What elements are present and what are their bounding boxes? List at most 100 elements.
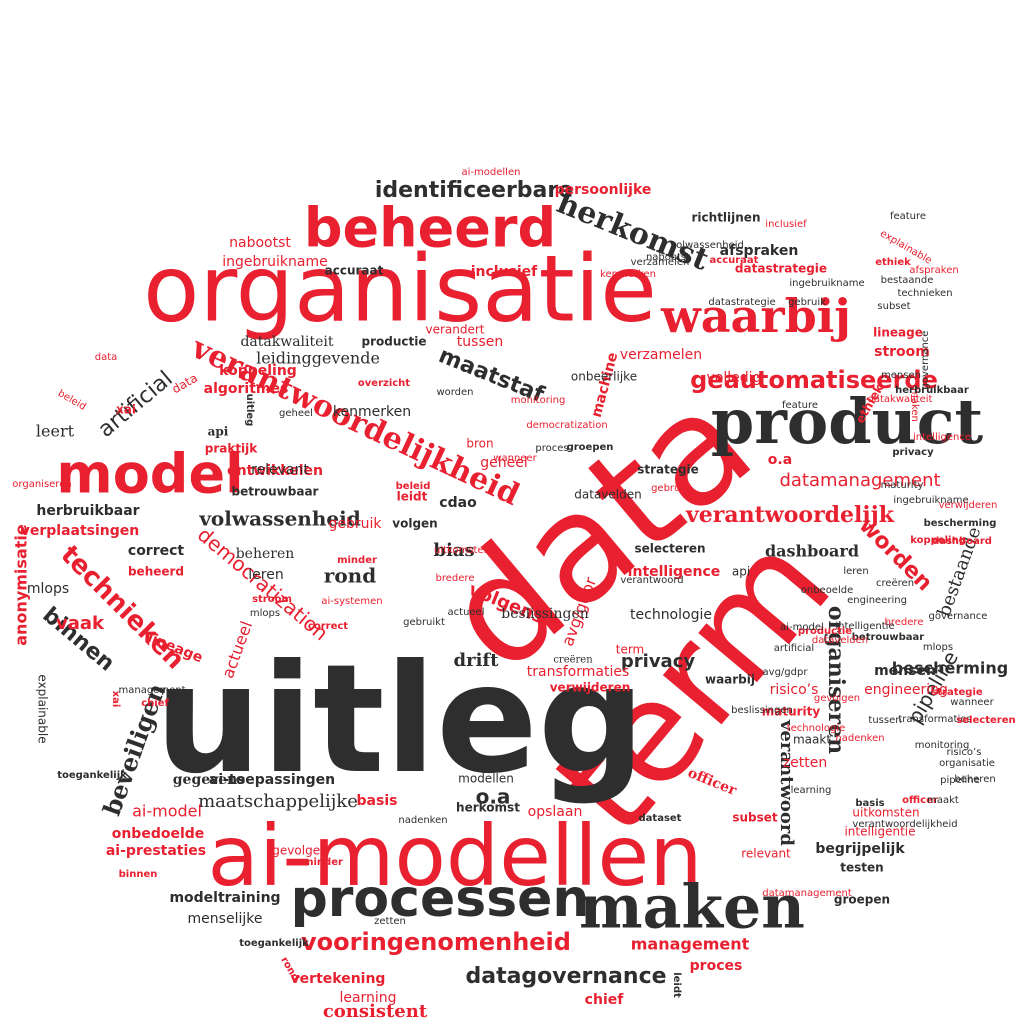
word-verantwoord: verantwoord xyxy=(620,575,683,586)
word-binnen: binnen xyxy=(119,869,158,880)
word-praktijk: praktijk xyxy=(205,442,259,456)
word-maturity: maturity xyxy=(881,480,924,491)
word-maturity: maturity xyxy=(762,705,821,719)
word-datagovernance: datagovernance xyxy=(465,964,666,989)
word-gebruikt: gebruikt xyxy=(403,617,445,628)
word-datavelden: datavelden xyxy=(812,635,868,646)
word-o-a: o.a xyxy=(476,785,511,809)
word-selecteren: selecteren xyxy=(956,715,1015,726)
word-begrijpelijk: begrijpelijk xyxy=(815,841,905,857)
word-cre-ren: creëren xyxy=(876,578,914,589)
word-mlops: mlops xyxy=(27,581,69,597)
word-nadenken: nadenken xyxy=(398,815,447,826)
word-gevolgen: gevolgen xyxy=(272,844,327,858)
word-model: model xyxy=(56,443,243,506)
word-data: data xyxy=(170,371,200,397)
word-stroom: stroom xyxy=(252,594,292,605)
word-rond: rond xyxy=(278,955,301,983)
word-beleid: beleid xyxy=(396,481,431,492)
word-dataset: dataset xyxy=(639,813,682,824)
word-management: management xyxy=(119,685,186,696)
word-accuraat: accuraat xyxy=(325,264,384,278)
word-worden: worden xyxy=(436,387,473,398)
word-democratization: democratization xyxy=(526,420,607,431)
word-relevant: relevant xyxy=(251,462,309,478)
word-productie: productie xyxy=(362,335,427,349)
word-pipeline: pipeline xyxy=(940,775,980,786)
word-dashboard: dashboard xyxy=(932,536,992,547)
word-ai-modellen: ai-modellen xyxy=(208,807,703,905)
word-vooringenomenheid: vooringenomenheid xyxy=(301,928,571,956)
word-datamanagement: datamanagement xyxy=(762,888,852,899)
word-api: api xyxy=(732,565,750,579)
word-ingebruikname: ingebruikname xyxy=(222,254,327,270)
word-datakwaliteit: datakwaliteit xyxy=(868,394,933,405)
word-beslissingen: beslissingen xyxy=(501,606,589,622)
word-o-a: o.a xyxy=(768,452,792,468)
word-mensen: mensen xyxy=(874,663,936,679)
word-lineage: lineage xyxy=(873,326,923,340)
word-risico-s: risico’s xyxy=(947,747,982,758)
word-learning: learning xyxy=(339,990,396,1006)
word-leidinggevende: leidinggevende xyxy=(256,349,380,368)
word-actueel: actueel xyxy=(448,607,485,618)
word-basis: basis xyxy=(357,793,398,809)
word-beheerd: beheerd xyxy=(304,197,556,260)
word-proces: proces xyxy=(690,958,743,974)
word-verzamelen: verzamelen xyxy=(620,347,702,363)
word-vaak: vaak xyxy=(56,613,105,634)
word-ai-toepassingen: ai-toepassingen xyxy=(209,772,335,788)
word-afspraken: afspraken xyxy=(720,243,799,259)
word-nadenken: nadenken xyxy=(835,733,884,744)
word-officer: officer xyxy=(902,795,938,806)
word-richtlijnen: richtlijnen xyxy=(692,211,761,225)
word-koppeling: koppeling xyxy=(910,535,965,546)
word-beslissingen: beslissingen xyxy=(731,705,793,716)
word-volledig: volledig xyxy=(707,370,762,386)
word-geautomatiseerde: geautomatiseerde xyxy=(690,366,938,394)
word-herbruikbaar: herbruikbaar xyxy=(895,385,969,396)
word-wanneer: wanneer xyxy=(493,453,537,464)
word-consistent: consistent xyxy=(323,1001,428,1022)
word-inclusief: inclusief xyxy=(471,264,538,280)
word-inclusief: inclusief xyxy=(765,219,807,230)
word-datastrategie: datastrategie xyxy=(708,297,775,308)
word-uitleg: uitleg xyxy=(155,633,645,807)
word-overzicht: overzicht xyxy=(358,378,410,389)
word-groepen: groepen xyxy=(567,442,614,453)
word-herkomst: herkomst xyxy=(456,801,520,815)
word-identificeerbare: identificeerbare xyxy=(375,178,573,203)
word-gebruik: gebruik xyxy=(651,483,689,494)
word-beheerd: beheerd xyxy=(128,565,184,579)
word-zetten: zetten xyxy=(374,916,406,927)
word-waarbij: waarbij xyxy=(660,289,851,343)
word-ai-systemen: ai-systemen xyxy=(321,596,382,607)
word-minder: minder xyxy=(303,857,343,868)
word-term: term xyxy=(616,643,645,657)
word-ethiek: ethiek xyxy=(875,257,911,268)
word-leren: leren xyxy=(843,566,868,577)
word-nabootst: nabootst xyxy=(229,235,291,251)
word-learning: learning xyxy=(791,785,832,796)
word-intelligentie: intelligentie xyxy=(835,621,894,632)
word-vertekening: vertekening xyxy=(291,971,386,987)
word-chief: chief xyxy=(141,698,169,709)
word-bron: bron xyxy=(466,437,493,451)
word-monitoring: monitoring xyxy=(511,395,566,406)
word-intelligence: intelligence xyxy=(913,432,971,443)
word-anonymisatie: anonymisatie xyxy=(12,524,31,646)
word-technologie: technologie xyxy=(787,723,846,734)
word-verantwoord: verantwoord xyxy=(776,719,797,846)
word-geheel: geheel xyxy=(279,408,313,419)
word-governance: governance xyxy=(920,331,931,390)
word-cre-ren: creëren xyxy=(553,655,593,666)
word-verantwoordelijkheid: verantwoordelijkheid xyxy=(852,819,957,830)
word-engineering: engineering xyxy=(847,595,907,606)
word-feature: feature xyxy=(782,400,818,411)
word-monitoring: monitoring xyxy=(915,740,970,751)
word-wanneer: wanneer xyxy=(950,697,994,708)
word-onbeerlijke: onbeerlijke xyxy=(571,370,637,384)
word-feature: feature xyxy=(890,211,926,222)
word-xai: xai xyxy=(116,403,136,417)
word-bias: bias xyxy=(433,540,474,561)
